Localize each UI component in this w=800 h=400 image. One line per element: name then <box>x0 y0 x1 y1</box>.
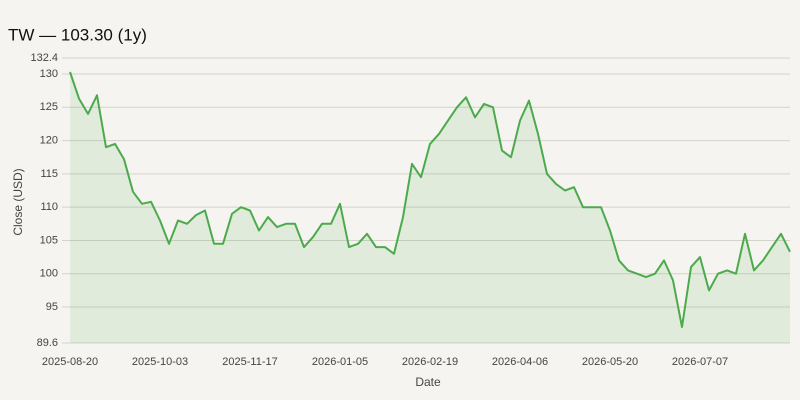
x-tick-label: 2026-07-07 <box>672 356 728 368</box>
x-tick-label: 2026-01-05 <box>312 356 368 368</box>
y-tick-label: 125 <box>40 101 58 113</box>
y-tick-label: 95 <box>46 301 58 313</box>
line <box>69 71 791 328</box>
y-tick-label: 120 <box>40 134 58 146</box>
x-tick-label: 2026-04-06 <box>492 356 548 368</box>
y-tick-label: 89.6 <box>37 337 58 349</box>
x-tick-label: 2025-08-20 <box>42 356 98 368</box>
x-tick-label: 2025-10-03 <box>132 356 188 368</box>
chart-title: TW — 103.30 (1y) <box>8 25 147 44</box>
y-tick-label: 100 <box>40 268 58 280</box>
y-tick-label: 130 <box>40 68 58 80</box>
x-tick-label: 2026-02-19 <box>402 356 458 368</box>
x-tick-label: 2025-11-17 <box>222 356 277 368</box>
x-tick-label: 2026-05-20 <box>582 356 638 368</box>
y-tick-label: 110 <box>40 201 58 213</box>
area <box>70 72 790 343</box>
x-axis-label: Date <box>415 375 441 389</box>
y-tick-label: 115 <box>40 168 58 180</box>
y-axis-label: Close (USD) <box>11 168 25 235</box>
y-tick-label: 105 <box>40 234 58 246</box>
y-tick-label: 132.4 <box>30 52 58 64</box>
